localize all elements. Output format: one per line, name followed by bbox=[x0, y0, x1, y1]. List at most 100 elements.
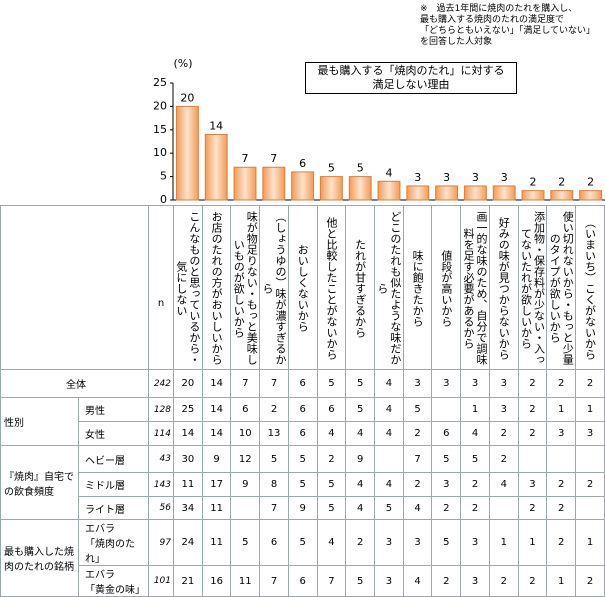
cell-value: 2 bbox=[402, 421, 433, 446]
cell-value: 3 bbox=[374, 519, 404, 566]
n-value: 242 bbox=[148, 369, 174, 398]
cell-value: 4 bbox=[345, 472, 376, 497]
cell-value: 4 bbox=[402, 496, 433, 520]
value-label: 2 bbox=[587, 176, 594, 189]
data-row: 最も購入した焼肉のたれの銘柄 エバラ 「焼肉のたれ」 97 24 11 5 6 5 4 2 3 3 5 3 1… bbox=[0, 519, 605, 597]
cell-value: 4 bbox=[374, 369, 404, 398]
row-label: ミドル層 bbox=[78, 472, 149, 497]
bar bbox=[348, 176, 372, 201]
cell-value: 1 bbox=[460, 397, 490, 422]
row-label-line: 「黄金の味」 bbox=[85, 585, 145, 596]
cell-value bbox=[374, 445, 404, 473]
data-row: 性別 男性 128 25 14 6 2 6 6 5 4 5 1 3 2 1 1 bbox=[0, 397, 605, 446]
cell-value: 2 bbox=[575, 565, 605, 597]
cell-value: 2 bbox=[402, 472, 433, 497]
cell-value: 11 bbox=[173, 472, 203, 497]
cell-value: 7 bbox=[259, 369, 289, 398]
cell-value: 2 bbox=[431, 496, 462, 520]
cell-value bbox=[431, 397, 462, 422]
data-row: ミドル層 143 11 17 9 8 5 5 4 4 2 3 2 4 3 2 2 bbox=[1, 472, 605, 497]
value-label: 2 bbox=[530, 176, 537, 189]
cell-value: 1 bbox=[517, 519, 548, 566]
cell-value: 2 bbox=[517, 421, 548, 446]
row-label-line: エバラ bbox=[85, 570, 115, 581]
cell-value: 4 bbox=[316, 519, 347, 566]
cell-value: 5 bbox=[460, 445, 490, 473]
cell-value: 6 bbox=[287, 397, 318, 422]
cell-value: 2 bbox=[575, 472, 605, 497]
category-header: こんなものと思っているから・気にしない bbox=[173, 205, 203, 370]
row-label: 女性 bbox=[78, 421, 149, 446]
cell-value bbox=[230, 496, 261, 520]
cell-value: 14 bbox=[201, 369, 232, 398]
n-value: 56 bbox=[148, 496, 174, 520]
cell-value: 1 bbox=[575, 519, 605, 566]
cell-value: 4 bbox=[316, 421, 347, 446]
cell-value: 21 bbox=[173, 565, 203, 597]
cell-value bbox=[546, 445, 577, 473]
category-header: 画一的な味のため、自分で調味料を足す必要があるから bbox=[460, 205, 490, 370]
cell-value: 7 bbox=[259, 496, 289, 520]
y-tick-label: 15 bbox=[153, 123, 167, 136]
category-label: おいしくないから bbox=[296, 244, 310, 332]
bar bbox=[435, 185, 459, 201]
cell-value: 16 bbox=[201, 565, 232, 597]
cell-value: 4 bbox=[402, 565, 433, 597]
category-label: こんなものと思っているから・気にしない bbox=[174, 211, 201, 365]
data-row: 全体 242 20 14 7 7 6 5 5 4 3 3 3 3 2 2 2 bbox=[0, 369, 605, 398]
n-value: 128 bbox=[148, 397, 174, 422]
cell-value: 6 bbox=[287, 421, 318, 446]
category-label: 添加物・保存料が少ない・入ってないたれが欲しいから bbox=[519, 211, 546, 365]
cell-value: 34 bbox=[173, 496, 203, 520]
category-label: 画一的な味のため、自分で調味料を足す必要があるから bbox=[462, 211, 489, 365]
category-label: 味が物足りない・もっと美味しいものが欲しいから bbox=[232, 211, 259, 365]
category-header: 添加物・保存料が少ない・入ってないたれが欲しいから bbox=[517, 205, 548, 370]
cell-value: 8 bbox=[259, 472, 289, 497]
cell-value: 11 bbox=[230, 565, 261, 597]
value-label: 3 bbox=[472, 171, 479, 184]
cell-value: 9 bbox=[201, 445, 232, 473]
cell-value: 14 bbox=[201, 421, 232, 446]
cell-value: 2 bbox=[546, 519, 577, 566]
cell-value: 5 bbox=[431, 445, 462, 473]
bar bbox=[319, 176, 343, 201]
cell-value: 2 bbox=[316, 445, 347, 473]
cell-value: 7 bbox=[230, 369, 261, 398]
row-label: エバラ 「黄金の味」 bbox=[78, 565, 149, 597]
group-label: 『焼肉』自宅での飲食頻度 bbox=[0, 445, 79, 520]
category-label: 値段が高いから bbox=[439, 249, 453, 327]
data-row: 女性 114 14 14 10 13 6 4 4 4 2 6 4 2 2 3 3 bbox=[1, 421, 605, 446]
cell-value: 2 bbox=[517, 369, 548, 398]
y-tick-label: 20 bbox=[153, 99, 167, 112]
cell-value: 1 bbox=[546, 397, 577, 422]
cell-value: 2 bbox=[517, 565, 548, 597]
cell-value: 5 bbox=[345, 369, 376, 398]
value-label: 3 bbox=[414, 171, 421, 184]
cell-value: 3 bbox=[374, 565, 404, 597]
row-label: エバラ 「焼肉のたれ」 bbox=[78, 519, 149, 566]
n-header: n bbox=[148, 205, 174, 370]
row-label: ライト層 bbox=[78, 496, 149, 520]
n-value: 114 bbox=[148, 421, 174, 446]
group-label: 最も購入した焼肉のたれの銘柄 bbox=[0, 519, 79, 597]
n-value: 143 bbox=[148, 472, 174, 497]
cell-value: 6 bbox=[316, 397, 347, 422]
category-header: （しょうゆの）味が濃すぎるから bbox=[259, 205, 289, 370]
y-axis-label: (%) bbox=[173, 57, 192, 70]
cell-value: 3 bbox=[575, 421, 605, 446]
header-blank bbox=[0, 205, 149, 370]
cell-value: 5 bbox=[316, 369, 347, 398]
category-label: お店のたれの方がおいしいから bbox=[210, 211, 224, 365]
cell-value: 13 bbox=[259, 421, 289, 446]
bar bbox=[175, 105, 199, 201]
cell-value: 2 bbox=[488, 565, 519, 597]
cell-value: 2 bbox=[546, 369, 577, 398]
cell-value: 2 bbox=[546, 472, 577, 497]
category-header: どこのたれも似たような味だから bbox=[374, 205, 404, 370]
cell-value: 3 bbox=[546, 421, 577, 446]
cell-value: 2 bbox=[345, 519, 376, 566]
cell-value: 5 bbox=[345, 565, 376, 597]
cell-value: 4 bbox=[460, 421, 490, 446]
bar bbox=[579, 190, 603, 201]
cell-value: 25 bbox=[173, 397, 203, 422]
